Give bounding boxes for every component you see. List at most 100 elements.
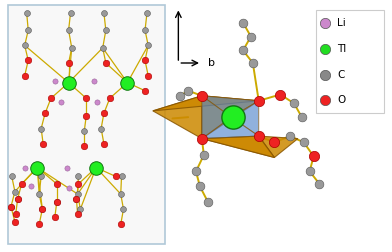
Point [101,11,107,15]
Point [322,47,328,51]
Polygon shape [153,96,259,111]
Text: Tl: Tl [337,44,347,54]
Point [271,140,278,144]
Point [67,11,74,15]
Point [118,174,125,178]
Point [177,94,183,98]
Point [22,43,28,47]
Point [69,46,75,50]
Point [13,212,19,216]
Polygon shape [202,96,231,139]
Polygon shape [202,96,259,139]
Point [256,134,262,138]
Text: C: C [337,70,345,80]
Point [38,174,44,178]
Point [15,197,21,201]
Point [240,21,246,25]
Point [98,127,104,131]
Polygon shape [231,101,259,136]
Point [52,79,58,83]
Point [248,35,254,39]
Bar [316,10,384,113]
Point [107,96,113,100]
Text: b: b [208,58,215,68]
Point [316,182,323,186]
Point [301,140,307,144]
Point [65,81,72,85]
Point [58,100,64,104]
Point [299,115,305,119]
Point [25,58,31,62]
Point [83,114,89,118]
Point [28,184,34,188]
Point [73,197,80,201]
Point [75,174,82,178]
Point [74,192,81,196]
Polygon shape [202,136,274,158]
Point [103,28,109,32]
Point [65,28,72,32]
Point [118,192,124,196]
Point [144,11,150,15]
Point [74,212,81,216]
Point [15,197,21,201]
Point [113,174,119,178]
Point [8,205,14,209]
Point [118,222,124,226]
Point [39,207,45,211]
Point [91,79,97,83]
Point [36,222,42,226]
Point [124,81,131,85]
Point [34,166,40,170]
Point [8,205,14,209]
Point [307,169,313,173]
Point [36,192,42,196]
Point [277,92,283,97]
Point [52,215,58,219]
Polygon shape [259,136,298,158]
Point [54,200,60,204]
Point [12,220,18,224]
Point [101,111,107,115]
Point [54,182,60,186]
Polygon shape [202,96,259,117]
Point [93,166,99,170]
Point [22,166,29,170]
Point [65,186,72,190]
Point [185,89,191,93]
Point [48,96,54,100]
Point [101,142,107,146]
Point [310,154,317,158]
Point [18,182,25,186]
Point [199,137,205,141]
Point [120,207,127,211]
Point [64,166,70,170]
Point [77,207,83,211]
Point [250,61,256,65]
Polygon shape [202,136,274,158]
Point [12,190,18,194]
Point [75,182,82,186]
Point [142,28,148,32]
Text: O: O [337,96,345,106]
Point [291,101,297,105]
Point [322,21,328,25]
Point [322,73,328,77]
Point [65,61,72,65]
Text: Li: Li [337,18,346,28]
Point [81,129,87,133]
Point [38,127,44,131]
Point [83,96,89,100]
Point [240,48,246,52]
Point [201,153,207,157]
Point [205,200,211,204]
Point [9,174,15,178]
Point [73,197,80,201]
Point [25,28,31,32]
Point [81,144,87,148]
Point [24,11,30,15]
Point [54,200,60,204]
Point [199,94,205,98]
Point [39,207,45,211]
Point [94,100,100,104]
